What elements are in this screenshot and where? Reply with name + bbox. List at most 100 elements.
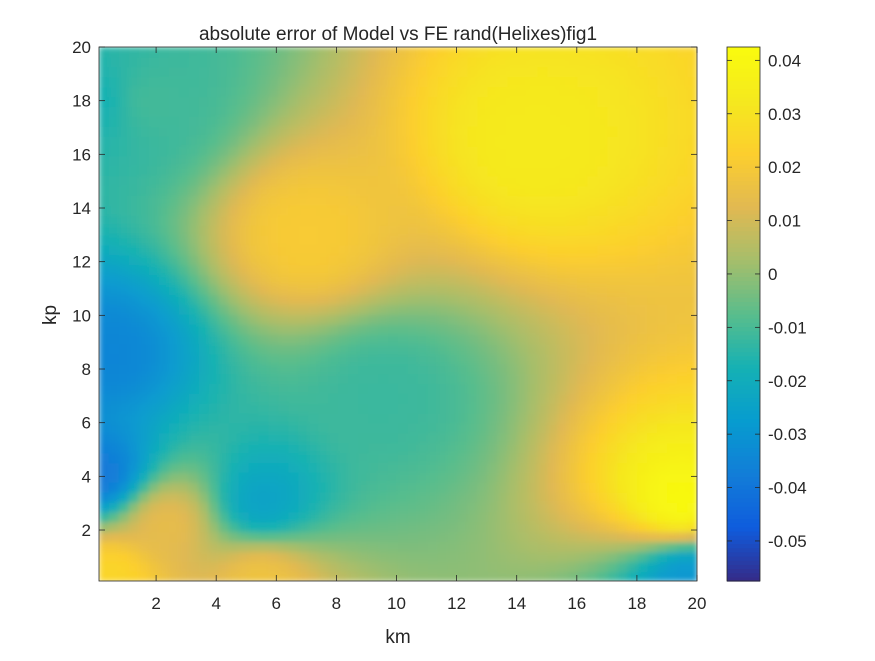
heatmap-cell [647, 363, 658, 375]
heatmap-cell [677, 482, 688, 493]
heatmap-cell [298, 531, 309, 543]
heatmap-cell [328, 244, 339, 256]
heatmap-cell [348, 412, 359, 424]
colorbar-segment [727, 297, 760, 303]
heatmap-cell [617, 482, 628, 493]
heatmap-cell [547, 136, 559, 147]
heatmap-cell [427, 86, 439, 98]
heatmap-cell [457, 531, 469, 543]
heatmap-cell [407, 551, 419, 562]
heatmap-cell [378, 96, 389, 108]
heatmap-cell [607, 155, 618, 167]
heatmap-cell [99, 47, 110, 58]
heatmap-cell [198, 96, 210, 108]
heatmap-cell [188, 234, 200, 246]
heatmap-cell [457, 314, 469, 325]
heatmap-cell [358, 393, 369, 404]
heatmap-cell [567, 294, 579, 305]
colorbar-segment [727, 122, 760, 127]
heatmap-cell [637, 403, 648, 414]
heatmap-cell [617, 294, 628, 305]
heatmap-cell [567, 501, 579, 513]
heatmap-cell [567, 264, 579, 276]
heatmap-cell [398, 511, 409, 523]
heatmap-cell [378, 195, 389, 206]
heatmap-cell [368, 116, 379, 127]
heatmap-cell [537, 571, 549, 581]
heatmap-cell [268, 264, 280, 276]
x-tick-label: 20 [688, 594, 707, 613]
heatmap-cell [138, 47, 150, 58]
heatmap-cell [427, 106, 439, 117]
heatmap-cell [537, 244, 549, 256]
heatmap-cell [348, 393, 359, 404]
heatmap-cell [637, 541, 648, 553]
heatmap-cell [557, 234, 569, 246]
colorbar-segment [727, 88, 760, 94]
heatmap-cell [557, 482, 569, 493]
heatmap-cell [617, 501, 628, 513]
heatmap-cell [517, 373, 529, 384]
heatmap-cell [467, 442, 479, 454]
heatmap-cell [607, 136, 618, 147]
heatmap-cell [647, 294, 658, 305]
heatmap-cell [617, 511, 628, 523]
heatmap-cell [637, 304, 648, 315]
heatmap-cell [537, 254, 549, 266]
heatmap-cell [348, 234, 359, 246]
heatmap-cell [497, 492, 509, 503]
heatmap-cell [657, 76, 668, 88]
heatmap-cell [398, 234, 409, 246]
heatmap-cell [507, 284, 519, 295]
heatmap-cell [617, 254, 628, 266]
heatmap-cell [687, 56, 697, 68]
heatmap-cell [358, 116, 369, 127]
heatmap-cell [527, 383, 539, 394]
heatmap-cell [168, 492, 180, 503]
heatmap-cell [497, 393, 509, 404]
heatmap-cell [547, 501, 559, 513]
heatmap-cell [647, 284, 658, 295]
heatmap-cell [278, 462, 290, 473]
heatmap-cell [457, 106, 469, 117]
heatmap-cell [178, 175, 190, 187]
heatmap-cell [158, 215, 170, 226]
heatmap-cell [407, 116, 419, 127]
heatmap-cell [607, 333, 618, 345]
heatmap-cell [497, 126, 509, 137]
heatmap-cell [577, 551, 589, 562]
heatmap-cell [597, 363, 608, 375]
heatmap-cell [417, 264, 429, 276]
heatmap-cell [517, 541, 529, 553]
heatmap-cell [487, 294, 499, 305]
heatmap-cell [198, 432, 210, 444]
heatmap-cell [527, 205, 539, 216]
heatmap-cell [597, 393, 608, 404]
heatmap-cell [188, 531, 200, 543]
heatmap-cell [268, 116, 280, 127]
heatmap-cell [487, 333, 499, 345]
heatmap-cell [288, 106, 300, 117]
colorbar-segment [727, 163, 760, 169]
heatmap-cell [517, 363, 529, 375]
colorbar-segment [727, 326, 760, 332]
heatmap-cell [407, 422, 419, 434]
colorbar-segment [727, 92, 760, 98]
heatmap-cell [328, 373, 339, 384]
heatmap-cell [597, 215, 608, 226]
heatmap-cell [198, 412, 210, 424]
heatmap-cell [258, 492, 270, 503]
heatmap-cell [597, 136, 608, 147]
heatmap-cell [557, 165, 569, 177]
heatmap-cell [657, 264, 668, 276]
heatmap-cell [278, 531, 290, 543]
heatmap-cell [208, 264, 220, 276]
heatmap-cell [487, 472, 499, 483]
heatmap-cell [517, 136, 529, 147]
heatmap-cell [537, 472, 549, 483]
heatmap-cell [138, 106, 150, 117]
heatmap-cell [338, 244, 349, 256]
heatmap-cell [517, 412, 529, 424]
heatmap-cell [457, 264, 469, 276]
heatmap-cell [447, 106, 459, 117]
